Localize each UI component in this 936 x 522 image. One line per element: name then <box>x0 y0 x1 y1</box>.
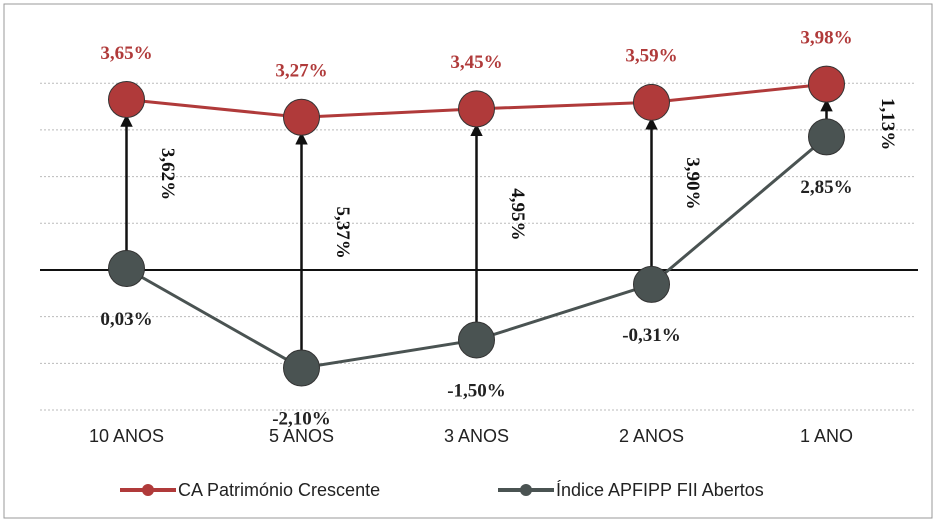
x-tick-label: 3 ANOS <box>444 426 509 446</box>
data-label: 3,27% <box>275 61 327 82</box>
difference-label: 3,62% <box>157 148 178 200</box>
difference-label: 4,95% <box>507 188 528 240</box>
point <box>633 265 670 303</box>
data-label: 0,03% <box>100 309 152 330</box>
point <box>458 321 495 359</box>
data-label: 3,45% <box>450 52 502 73</box>
data-label: 3,98% <box>800 27 852 48</box>
legend-label: CA Património Crescente <box>178 480 380 500</box>
difference-label: 3,90% <box>682 157 703 209</box>
data-label: -1,50% <box>447 380 506 401</box>
difference-label: 1,13% <box>877 98 898 150</box>
data-label: 3,65% <box>100 43 152 64</box>
point <box>108 81 145 119</box>
legend-label: Índice APFIPP FII Abertos <box>556 480 764 500</box>
point <box>633 83 670 121</box>
data-label: -2,10% <box>272 408 331 429</box>
point <box>808 65 845 103</box>
chart-border <box>3 3 933 519</box>
x-tick-label: 2 ANOS <box>619 426 684 446</box>
data-label: 3,59% <box>625 46 677 67</box>
point <box>808 118 845 156</box>
point <box>458 90 495 128</box>
point <box>283 349 320 387</box>
legend-marker <box>142 484 154 496</box>
x-tick-label: 5 ANOS <box>269 426 334 446</box>
point <box>108 250 145 288</box>
difference-label: 5,37% <box>332 207 353 259</box>
x-tick-label: 1 ANO <box>800 426 853 446</box>
point <box>283 98 320 136</box>
x-tick-label: 10 ANOS <box>89 426 164 446</box>
legend-marker <box>520 484 532 496</box>
data-label: 2,85% <box>800 177 852 198</box>
data-label: -0,31% <box>622 325 681 346</box>
